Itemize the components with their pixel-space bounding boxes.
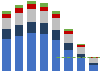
Bar: [64, 43, 73, 50]
Bar: [27, 9, 36, 22]
Bar: [52, 14, 60, 18]
Bar: [52, 30, 60, 40]
Bar: [40, 7, 48, 11]
Bar: [15, 25, 24, 36]
Bar: [15, 5, 24, 8]
Bar: [27, 4, 36, 9]
Bar: [76, 45, 85, 47]
Bar: [15, 36, 24, 71]
Bar: [27, 22, 36, 33]
Bar: [40, 24, 48, 34]
Bar: [2, 11, 11, 14]
Bar: [64, 31, 73, 34]
Bar: [64, 34, 73, 43]
Bar: [2, 29, 11, 39]
Bar: [76, 44, 85, 45]
Bar: [40, 11, 48, 24]
Bar: [89, 65, 98, 71]
Bar: [27, 1, 36, 4]
Bar: [15, 8, 24, 12]
Bar: [2, 39, 11, 71]
Bar: [40, 34, 48, 71]
Bar: [52, 11, 60, 14]
Bar: [89, 59, 98, 63]
Bar: [76, 59, 85, 71]
Bar: [52, 18, 60, 30]
Bar: [76, 54, 85, 59]
Bar: [52, 40, 60, 71]
Bar: [40, 3, 48, 7]
Bar: [27, 33, 36, 71]
Bar: [89, 63, 98, 65]
Bar: [64, 50, 73, 71]
Bar: [76, 47, 85, 54]
Bar: [89, 57, 98, 59]
Bar: [15, 12, 24, 25]
Bar: [2, 18, 11, 29]
Bar: [2, 14, 11, 18]
Bar: [64, 29, 73, 31]
